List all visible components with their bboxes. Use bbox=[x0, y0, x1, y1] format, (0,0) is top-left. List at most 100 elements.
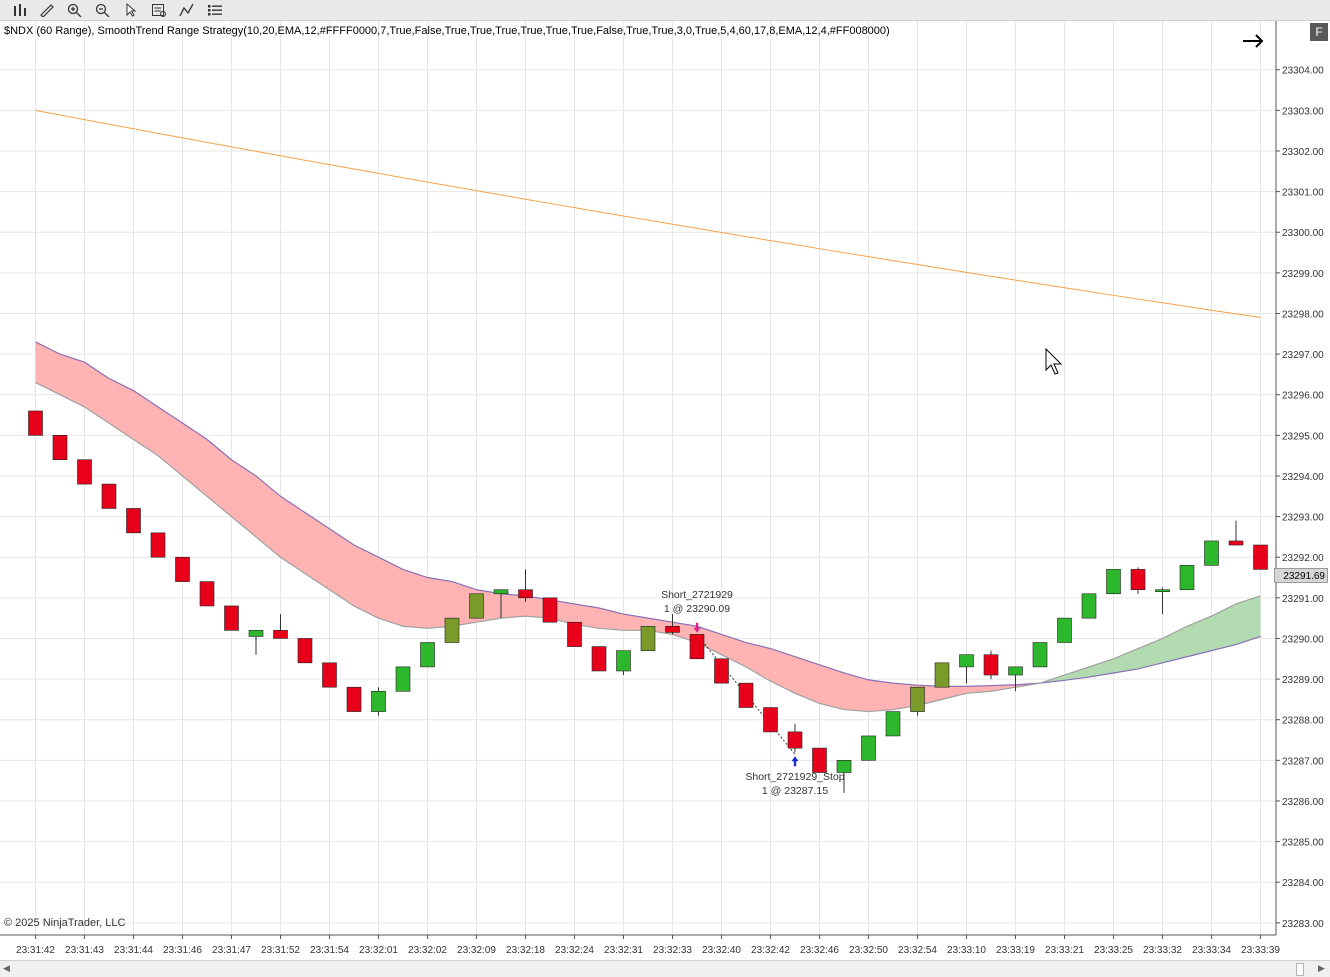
y-tick-label: 23284.00 bbox=[1282, 878, 1324, 889]
data-box-icon[interactable] bbox=[148, 1, 170, 19]
y-tick-label: 23299.00 bbox=[1282, 269, 1324, 280]
y-tick-label: 23301.00 bbox=[1282, 188, 1324, 199]
bullish-band-area bbox=[1040, 595, 1261, 684]
bearish-candle bbox=[322, 662, 337, 688]
mouse-cursor-icon bbox=[1045, 347, 1065, 381]
x-tick-label: 23:33:32 bbox=[1143, 945, 1182, 956]
f-button[interactable]: F bbox=[1310, 23, 1328, 41]
bullish-candle bbox=[616, 650, 631, 672]
chart-grid bbox=[0, 21, 1276, 935]
bullish-candle bbox=[420, 642, 435, 668]
band-upper-line bbox=[35, 341, 1261, 687]
y-tick-label: 23300.00 bbox=[1282, 228, 1324, 239]
indicators-icon[interactable] bbox=[176, 1, 198, 19]
x-tick-label: 23:31:44 bbox=[114, 945, 153, 956]
bearish-candle bbox=[812, 747, 827, 773]
x-tick-label: 23:31:43 bbox=[65, 945, 104, 956]
bearish-candle bbox=[1130, 569, 1146, 591]
bearish-candle bbox=[787, 731, 803, 749]
bearish-candle bbox=[273, 630, 288, 639]
bearish-candle bbox=[983, 654, 999, 676]
x-tick-label: 23:31:52 bbox=[261, 945, 300, 956]
current-price-marker: 23291.69 bbox=[1274, 568, 1328, 583]
bullish-candle bbox=[469, 593, 484, 619]
bearish-candle bbox=[567, 621, 582, 647]
exit-label: Short_2721929_Stop bbox=[745, 771, 844, 783]
x-tick-label: 23:31:54 bbox=[310, 945, 349, 956]
y-tick-label: 23289.00 bbox=[1282, 675, 1324, 686]
exit-arrow-icon bbox=[791, 756, 799, 767]
entry-label: Short_2721929 bbox=[661, 589, 733, 601]
x-tick-label: 23:32:18 bbox=[506, 945, 545, 956]
bullish-candle bbox=[836, 760, 852, 773]
bearish-candle bbox=[1253, 544, 1268, 570]
y-tick-label: 23292.00 bbox=[1282, 553, 1324, 564]
x-tick-label: 23:32:01 bbox=[359, 945, 398, 956]
x-tick-label: 23:31:42 bbox=[16, 945, 55, 956]
bullish-candle bbox=[395, 666, 411, 692]
slow-ema-line bbox=[35, 109, 1261, 319]
bullish-candle bbox=[1155, 589, 1170, 593]
y-tick-label: 23290.00 bbox=[1282, 634, 1324, 645]
scroll-left-icon[interactable]: ◀ bbox=[3, 963, 10, 973]
x-tick-label: 23:32:02 bbox=[408, 945, 447, 956]
bearish-candle bbox=[77, 459, 92, 485]
x-tick-label: 23:33:10 bbox=[947, 945, 986, 956]
chart-toolbar bbox=[0, 0, 1330, 21]
chart-title: $NDX (60 Range), SmoothTrend Range Strat… bbox=[4, 25, 890, 37]
x-tick-label: 23:31:46 bbox=[163, 945, 202, 956]
x-tick-label: 23:33:34 bbox=[1192, 945, 1231, 956]
x-tick-label: 23:32:33 bbox=[653, 945, 692, 956]
x-tick-label: 23:32:24 bbox=[555, 945, 594, 956]
x-tick-label: 23:33:39 bbox=[1241, 945, 1280, 956]
zoom-out-icon[interactable] bbox=[92, 1, 114, 19]
y-tick-label: 23293.00 bbox=[1282, 513, 1324, 524]
x-tick-label: 23:31:47 bbox=[212, 945, 251, 956]
bearish-candle bbox=[518, 589, 533, 599]
x-tick-label: 23:32:54 bbox=[898, 945, 937, 956]
y-tick-label: 23287.00 bbox=[1282, 756, 1324, 767]
bullish-candle bbox=[1106, 569, 1121, 595]
trend-band bbox=[35, 341, 1261, 713]
bearish-band-area bbox=[35, 341, 1040, 712]
bearish-candle bbox=[542, 597, 558, 623]
exit-detail: 1 @ 23287.15 bbox=[762, 785, 828, 797]
x-tick-label: 23:32:09 bbox=[457, 945, 496, 956]
bullish-candle bbox=[371, 690, 386, 712]
bullish-candle bbox=[1179, 565, 1195, 591]
bearish-candle bbox=[689, 634, 705, 660]
bullish-candle bbox=[1032, 642, 1048, 668]
draw-tool-icon[interactable] bbox=[36, 1, 58, 19]
bullish-candle bbox=[1081, 593, 1097, 619]
x-tick-label: 23:32:31 bbox=[604, 945, 643, 956]
zoom-in-icon[interactable] bbox=[64, 1, 86, 19]
bearish-candle bbox=[175, 556, 190, 582]
bar-type-icon[interactable] bbox=[9, 1, 31, 19]
x-tick-label: 23:32:40 bbox=[702, 945, 741, 956]
bullish-candle bbox=[1204, 540, 1219, 566]
bearish-candle bbox=[763, 707, 778, 733]
pointer-icon[interactable] bbox=[120, 1, 142, 19]
y-tick-label: 23296.00 bbox=[1282, 391, 1324, 402]
y-tick-label: 23291.00 bbox=[1282, 594, 1324, 605]
strategies-icon[interactable] bbox=[204, 1, 226, 19]
bullish-candle bbox=[885, 711, 901, 737]
scroll-right-icon[interactable]: ▶ bbox=[1318, 963, 1325, 973]
bearish-candle bbox=[297, 638, 313, 664]
bullish-candle bbox=[444, 617, 460, 643]
ema-line bbox=[35, 109, 1261, 319]
bearish-candle bbox=[738, 682, 754, 708]
candlestick-series bbox=[28, 410, 1268, 793]
scroll-to-end-icon[interactable] bbox=[1240, 30, 1266, 52]
bullish-candle bbox=[959, 654, 974, 668]
horizontal-scrollbar[interactable]: ◀ ▶ bbox=[0, 960, 1330, 977]
bullish-candle bbox=[493, 589, 509, 595]
y-tick-label: 23297.00 bbox=[1282, 350, 1324, 361]
x-tick-label: 23:33:25 bbox=[1094, 945, 1133, 956]
price-chart[interactable]: Short_2721929 1 @ 23290.09 Short_2721929_S… bbox=[0, 21, 1330, 960]
bullish-candle bbox=[248, 630, 264, 637]
copyright-text: © 2025 NinjaTrader, LLC bbox=[4, 917, 126, 929]
y-tick-label: 23304.00 bbox=[1282, 66, 1324, 77]
scrollbar-thumb[interactable] bbox=[1296, 963, 1304, 976]
bullish-candle bbox=[934, 662, 950, 688]
